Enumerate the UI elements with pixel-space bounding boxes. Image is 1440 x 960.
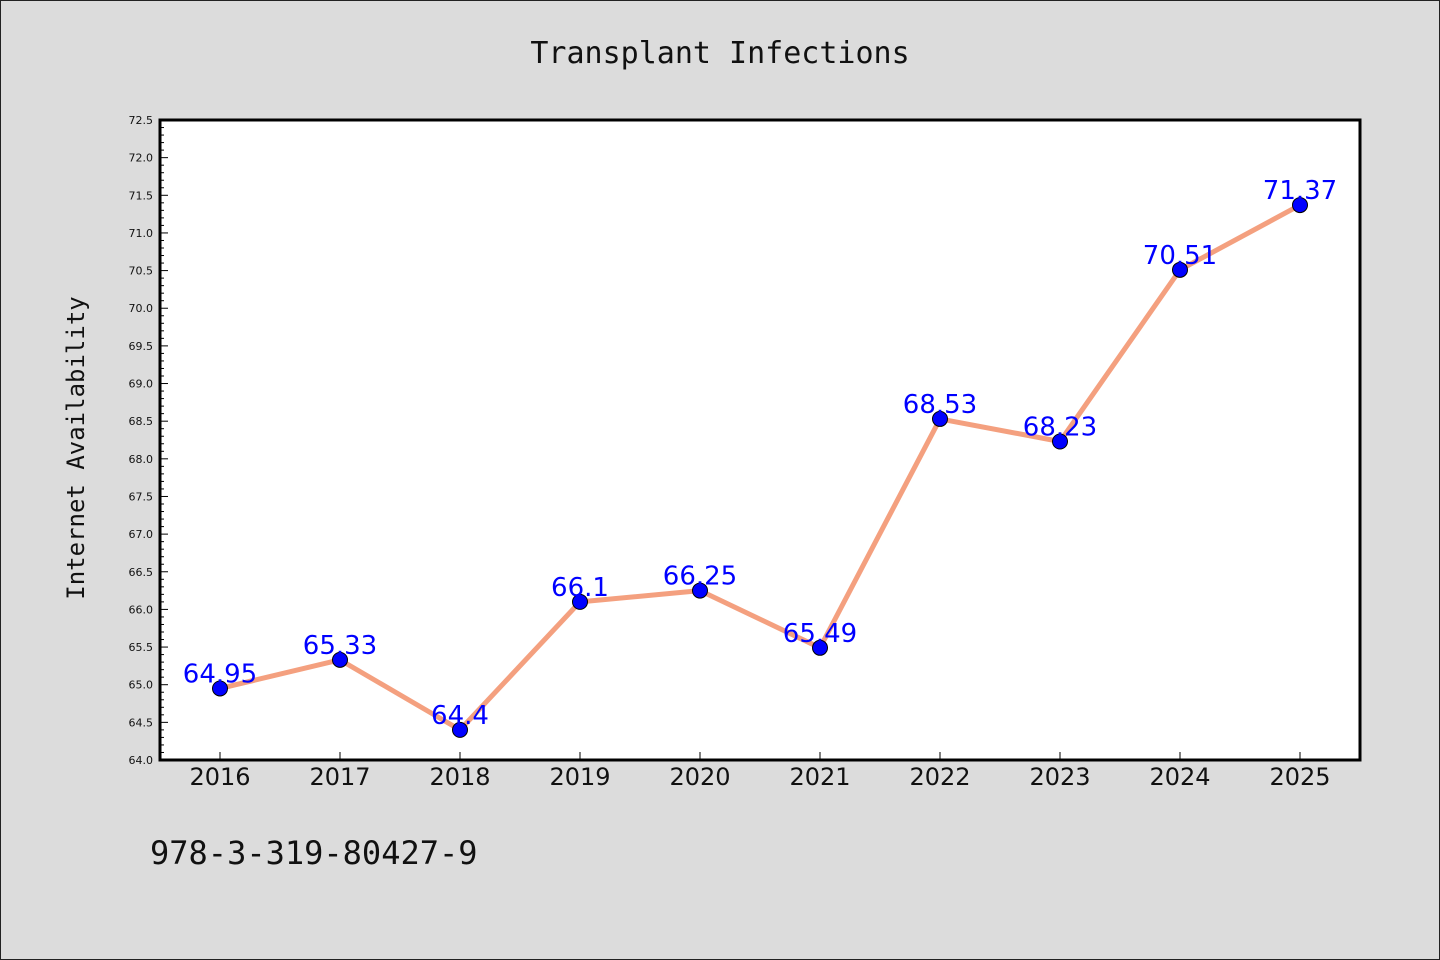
y-tick-label: 67.0 (129, 528, 154, 541)
x-tick-label: 2022 (909, 763, 970, 791)
y-tick-label: 72.0 (129, 152, 154, 165)
data-point-marker (572, 593, 588, 610)
plot-area (160, 120, 1360, 760)
x-tick-label: 2019 (549, 763, 610, 791)
x-tick-label: 2018 (429, 763, 490, 791)
data-point-label: 68.23 (1023, 413, 1097, 443)
y-tick-label: 70.0 (129, 302, 154, 315)
series-line (217, 202, 1303, 733)
y-tick-label: 69.5 (129, 340, 154, 353)
y-tick-label: 64.5 (129, 716, 154, 729)
data-point-label: 66.1 (551, 573, 609, 603)
x-tick-label: 2021 (789, 763, 850, 791)
x-axis: 2016 2017 2018 2019 2020 2021 2022 2023 2024 2025 (189, 752, 1331, 791)
data-point-label: 68.53 (903, 390, 977, 420)
data-point-label: 70.51 (1143, 241, 1217, 271)
plot-border (158, 118, 1362, 762)
data-point-label: 66.25 (663, 562, 737, 592)
markers-group (212, 197, 1308, 738)
y-tick-label: 72.5 (129, 114, 154, 127)
y-tick-label: 71.5 (129, 189, 154, 202)
y-tick-label: 65.0 (129, 679, 154, 692)
series-line-group (217, 202, 1303, 733)
y-tick-label: 68.5 (129, 415, 154, 428)
data-labels-group: 64.95 65.33 64.4 66.1 66.25 65.49 68.53 68.23 70… (183, 176, 1337, 731)
data-point-label: 64.95 (183, 659, 257, 689)
y-axis: 64.0 64.5 65.0 65.5 66.0 66.5 67.0 67.5 68.0 68.5… (129, 114, 168, 767)
data-point-label: 64.4 (431, 701, 489, 731)
y-tick-label: 67.5 (129, 490, 154, 503)
y-tick-label: 65.5 (129, 641, 154, 654)
y-tick-label: 68.0 (129, 453, 154, 466)
y-tick-label: 64.0 (129, 754, 154, 767)
x-tick-label: 2025 (1269, 763, 1330, 791)
data-point-marker (1052, 433, 1068, 450)
data-point-marker (932, 410, 948, 427)
data-point-marker (452, 721, 468, 738)
data-point-label: 65.33 (303, 631, 377, 661)
y-tick-label: 71.0 (129, 227, 154, 240)
y-axis-label: Internet Availability (62, 296, 90, 599)
data-point-marker (1172, 261, 1188, 278)
y-tick-label: 66.5 (129, 566, 154, 579)
data-point-marker (332, 651, 348, 668)
y-tick-label: 69.0 (129, 378, 154, 391)
data-point-label: 65.49 (783, 619, 857, 649)
x-tick-label: 2020 (669, 763, 730, 791)
chart-title: Transplant Infections (530, 36, 909, 71)
x-tick-label: 2023 (1029, 763, 1090, 791)
isbn-annotation: 978-3-319-80427-9 (150, 834, 478, 872)
x-tick-label: 2017 (309, 763, 370, 791)
x-tick-label: 2016 (189, 763, 250, 791)
y-tick-label: 70.5 (129, 265, 154, 278)
y-tick-label: 66.0 (129, 603, 154, 616)
data-point-marker (212, 680, 228, 697)
x-tick-label: 2024 (1149, 763, 1210, 791)
data-point-marker (1292, 197, 1308, 214)
data-point-label: 71.37 (1263, 176, 1337, 206)
data-point-marker (692, 582, 708, 599)
data-point-marker (812, 639, 828, 656)
